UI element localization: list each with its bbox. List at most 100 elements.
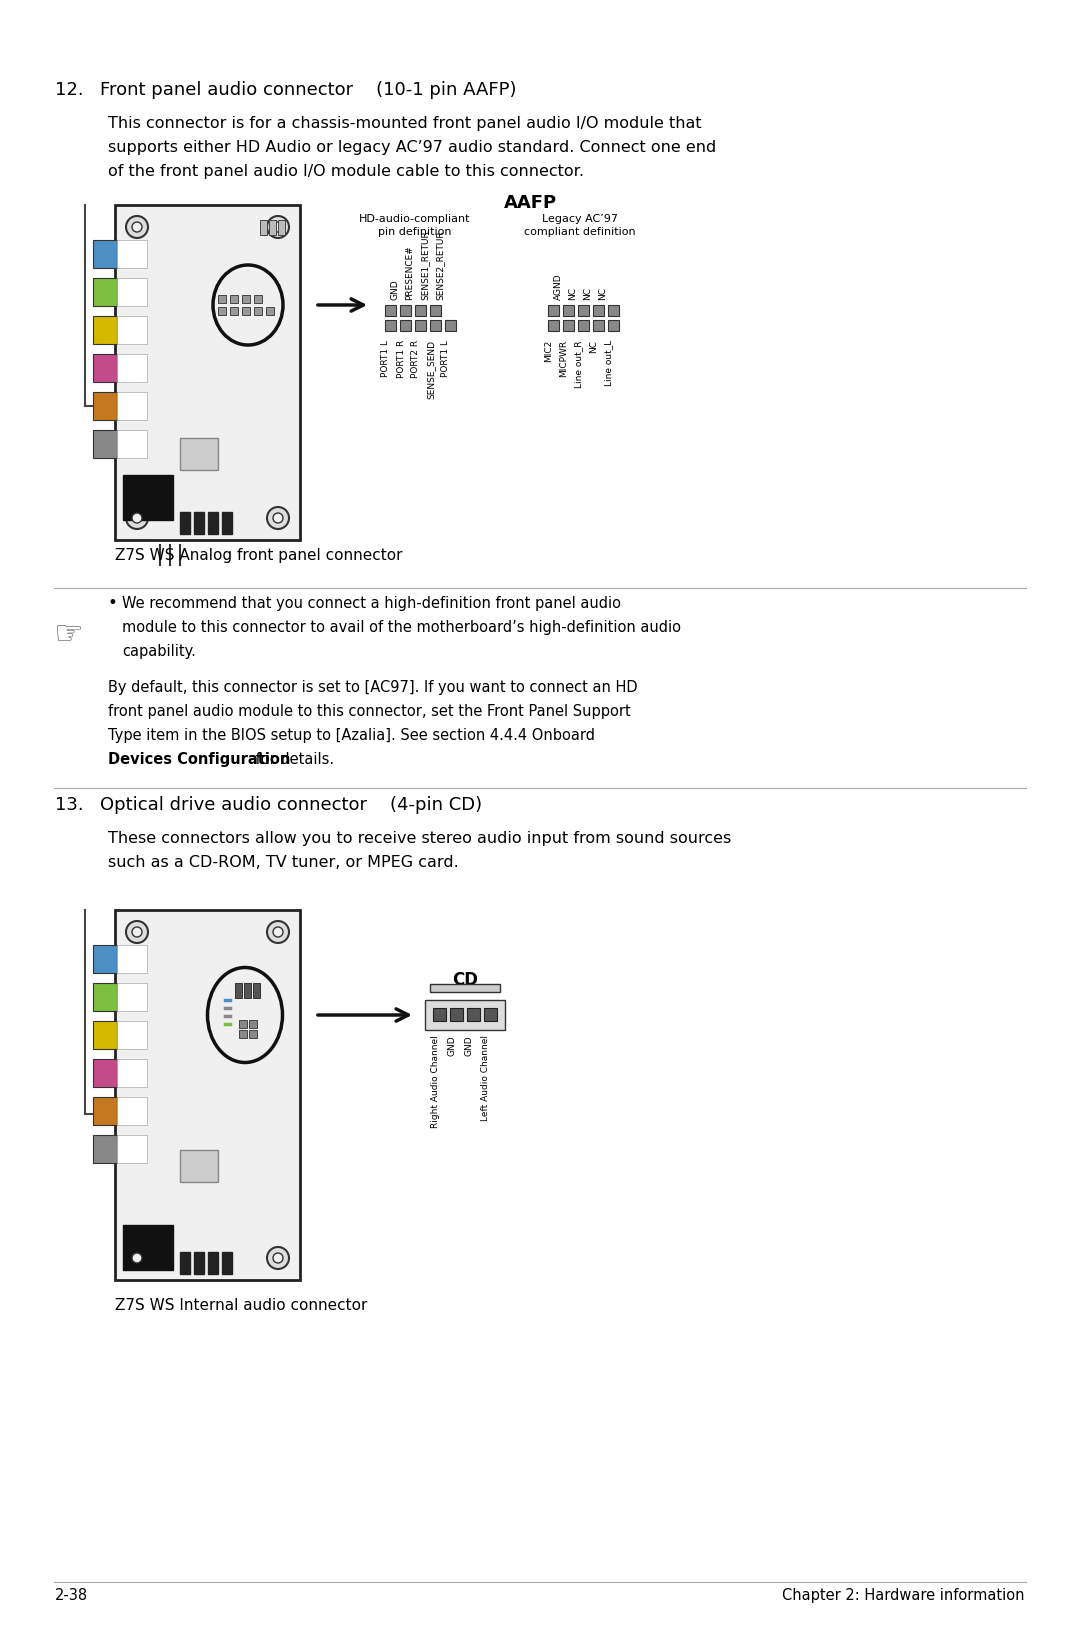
Bar [117, 945, 147, 973]
Text: Chapter 2: Hardware information: Chapter 2: Hardware information [783, 1588, 1025, 1603]
Bar [117, 241, 147, 268]
Circle shape [273, 513, 283, 522]
Bar [593, 321, 604, 330]
Text: such as a CD-ROM, TV tuner, or MPEG card.: such as a CD-ROM, TV tuner, or MPEG card… [108, 856, 459, 870]
Bar [93, 1136, 117, 1163]
Bar [180, 438, 218, 470]
Bar [608, 321, 619, 330]
Text: Line out_R: Line out_R [575, 340, 583, 387]
Circle shape [132, 513, 141, 522]
Bar [117, 278, 147, 306]
Text: •: • [108, 594, 118, 612]
Bar [180, 1253, 190, 1274]
Bar [218, 308, 226, 316]
Bar [563, 321, 573, 330]
Bar [235, 983, 242, 997]
Bar [117, 1097, 147, 1124]
Bar [242, 308, 249, 316]
Text: PRESENCE#: PRESENCE# [405, 246, 415, 299]
Circle shape [273, 927, 283, 937]
Bar [180, 1150, 218, 1181]
Text: Legacy AC’97
compliant definition: Legacy AC’97 compliant definition [524, 213, 636, 238]
Text: NC: NC [583, 286, 593, 299]
Circle shape [126, 1246, 148, 1269]
Bar [230, 308, 238, 316]
Bar [117, 983, 147, 1010]
Bar [548, 321, 559, 330]
Text: Devices Configuration: Devices Configuration [108, 752, 291, 766]
Bar [93, 1022, 117, 1049]
Text: 12.: 12. [55, 81, 83, 99]
Bar [93, 316, 117, 343]
Bar [117, 392, 147, 420]
Bar [117, 355, 147, 382]
Text: supports either HD Audio or legacy AC’97 audio standard. Connect one end: supports either HD Audio or legacy AC’97… [108, 140, 716, 155]
Bar [254, 308, 262, 316]
Bar [260, 220, 267, 234]
Bar [426, 1001, 505, 1030]
Text: module to this connector to avail of the motherboard’s high-definition audio: module to this connector to avail of the… [122, 620, 681, 635]
Bar [266, 308, 274, 316]
Bar [450, 1009, 463, 1022]
Circle shape [126, 508, 148, 529]
Text: MIC2: MIC2 [544, 340, 554, 363]
Text: SENSE1_RETUR: SENSE1_RETUR [420, 231, 430, 299]
Text: PORT2 R: PORT2 R [411, 340, 420, 377]
Text: This connector is for a chassis-mounted front panel audio I/O module that: This connector is for a chassis-mounted … [108, 116, 702, 132]
Bar [117, 430, 147, 457]
Text: for details.: for details. [251, 752, 334, 766]
Bar [242, 294, 249, 303]
Text: Left Audio Channel: Left Audio Channel [482, 1035, 490, 1121]
Bar [578, 304, 589, 316]
Text: Front panel audio connector    (10-1 pin AAFP): Front panel audio connector (10-1 pin AA… [100, 81, 516, 99]
Bar [563, 304, 573, 316]
Bar [415, 304, 426, 316]
Text: GND: GND [391, 280, 400, 299]
Text: NC: NC [598, 286, 607, 299]
Bar [239, 1030, 247, 1038]
Bar [114, 909, 300, 1280]
Text: These connectors allow you to receive stereo audio input from sound sources: These connectors allow you to receive st… [108, 831, 731, 846]
Bar [208, 513, 218, 534]
Bar [415, 321, 426, 330]
Bar [249, 1030, 257, 1038]
Text: Z7S WS Analog front panel connector: Z7S WS Analog front panel connector [114, 548, 403, 563]
Bar [244, 983, 251, 997]
Circle shape [267, 921, 289, 944]
Text: capability.: capability. [122, 644, 195, 659]
Bar [433, 1009, 446, 1022]
Circle shape [126, 216, 148, 238]
Bar [117, 316, 147, 343]
Bar [430, 321, 441, 330]
Bar [230, 294, 238, 303]
Bar [93, 241, 117, 268]
Text: HD-audio-compliant
pin definition: HD-audio-compliant pin definition [360, 213, 471, 238]
Text: PORT1 L: PORT1 L [442, 340, 450, 377]
FancyArrowPatch shape [318, 299, 363, 311]
Bar [400, 304, 411, 316]
Bar [608, 304, 619, 316]
Bar [194, 513, 204, 534]
Text: NC: NC [568, 286, 578, 299]
Text: We recommend that you connect a high-definition front panel audio: We recommend that you connect a high-def… [122, 595, 621, 612]
Bar [180, 513, 190, 534]
Bar [123, 475, 173, 521]
Text: front panel audio module to this connector, set the Front Panel Support: front panel audio module to this connect… [108, 704, 631, 719]
Circle shape [132, 221, 141, 233]
Bar [384, 321, 396, 330]
Bar [93, 430, 117, 457]
Bar [93, 945, 117, 973]
Text: Right Audio Channel: Right Audio Channel [431, 1035, 440, 1128]
Bar [93, 355, 117, 382]
Text: MICPWR: MICPWR [559, 340, 568, 377]
FancyArrowPatch shape [318, 1009, 408, 1022]
Circle shape [132, 1253, 141, 1263]
Text: ☞: ☞ [53, 618, 83, 651]
Text: Type item in the BIOS setup to [Azalia]. See section 4.4.4 Onboard: Type item in the BIOS setup to [Azalia].… [108, 727, 595, 744]
Bar [278, 220, 285, 234]
Bar [254, 294, 262, 303]
Text: SENSE2_RETUR: SENSE2_RETUR [435, 231, 445, 299]
Bar [93, 278, 117, 306]
Bar [218, 294, 226, 303]
Bar [548, 304, 559, 316]
